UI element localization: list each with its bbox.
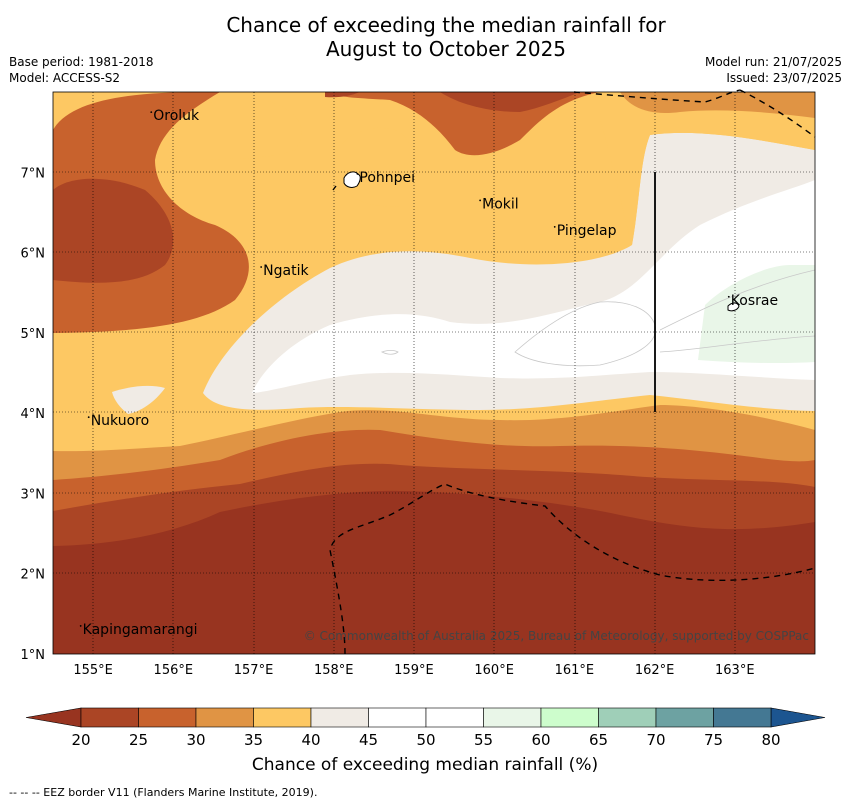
- colorbar-segment: [368, 707, 427, 728]
- pohnpei-island: [343, 171, 361, 188]
- colorbar-label: Chance of exceeding median rainfall (%): [251, 755, 599, 775]
- lat-tick-label: 7°N: [21, 166, 46, 181]
- lat-tick-label: 1°N: [21, 648, 46, 663]
- colorbar-segment: [540, 707, 599, 728]
- meta-right: Model run: 21/07/2025 Issued: 23/07/2025: [705, 54, 842, 86]
- lon-tick-label: 161°E: [555, 663, 595, 678]
- colorbar-tick-label: 20: [71, 731, 90, 749]
- place-label: Oroluk: [153, 108, 200, 124]
- colorbar-tick-label: 35: [244, 731, 263, 749]
- colorbar-segment: [195, 707, 254, 728]
- place-marker: [553, 226, 556, 228]
- colorbar-segment: [80, 707, 139, 728]
- issued-date: Issued: 23/07/2025: [726, 71, 842, 85]
- base-period: Base period: 1981-2018: [9, 55, 154, 69]
- colorbar-tick-label: 30: [186, 731, 205, 749]
- title-line-2: August to October 2025: [325, 37, 567, 61]
- lon-tick-label: 163°E: [715, 663, 755, 678]
- contour-fill: [53, 92, 815, 654]
- chart-title: Chance of exceeding the median rainfall …: [0, 13, 850, 61]
- model-name: Model: ACCESS-S2: [9, 71, 121, 85]
- colorbar: 20 25 30 35 40 45 50 55 60 65 70 75 80: [25, 707, 826, 749]
- place-label: Ngatik: [263, 263, 309, 279]
- colorbar-segment: [655, 707, 714, 728]
- colorbar-segment: [253, 707, 312, 728]
- lon-tick-label: 160°E: [474, 663, 514, 678]
- kosrae-island: [727, 302, 740, 312]
- colorbar-segment: [483, 707, 542, 728]
- lon-tick-label: 162°E: [635, 663, 675, 678]
- title-line-1: Chance of exceeding the median rainfall …: [226, 13, 666, 37]
- colorbar-segment: [310, 707, 369, 728]
- colorbar-tick-label: 50: [416, 731, 435, 749]
- lon-tick-label: 155°E: [73, 663, 113, 678]
- colorbar-segment: [713, 707, 772, 728]
- place-label: Pohnpei: [359, 170, 415, 186]
- colorbar-tick-label: 80: [761, 731, 780, 749]
- place-label: Nukuoro: [91, 413, 149, 429]
- lon-tick-label: 156°E: [154, 663, 194, 678]
- colorbar-tick-label: 40: [301, 731, 320, 749]
- model-run: Model run: 21/07/2025: [704, 55, 842, 69]
- map-grid: [53, 92, 815, 654]
- place-marker: [260, 266, 263, 268]
- meta-left: Base period: 1981-2018 Model: ACCESS-S2: [9, 54, 154, 86]
- eez-border: [329, 89, 816, 655]
- place-label: Kapingamarangi: [83, 622, 198, 638]
- eez-note: -- -- -- EEZ border V11 (Flanders Marine…: [9, 786, 318, 799]
- lat-tick-label: 3°N: [21, 487, 46, 502]
- copyright-text: © Commonwealth of Australia 2025, Bureau…: [304, 629, 809, 643]
- colorbar-tick-label: 25: [129, 731, 148, 749]
- map-frame: [52, 91, 816, 655]
- longitude-labels: 155°E 156°E 157°E 158°E 159°E 160°E 161°E 162°E…: [73, 663, 754, 678]
- colorbar-segment: [598, 707, 657, 728]
- lon-tick-label: 157°E: [234, 663, 274, 678]
- place-label: Kosrae: [731, 293, 778, 309]
- lat-tick-label: 2°N: [21, 568, 46, 583]
- place-label: Mokil: [482, 196, 519, 212]
- lon-tick-label: 158°E: [314, 663, 354, 678]
- place-label: Pingelap: [557, 223, 617, 239]
- colorbar-tick-label: 55: [474, 731, 493, 749]
- colorbar-tick-label: 70: [646, 731, 665, 749]
- colorbar-tick-label: 65: [589, 731, 608, 749]
- colorbar-segment: [425, 707, 484, 728]
- colorbar-tick-label: 60: [531, 731, 550, 749]
- colorbar-under-arrow: [25, 707, 82, 728]
- place-marker: [356, 173, 359, 175]
- place-marker: [79, 625, 82, 627]
- colorbar-segment: [138, 707, 197, 728]
- place-marker: [479, 199, 482, 202]
- place-marker: [87, 416, 90, 419]
- colorbar-tick-label: 75: [704, 731, 723, 749]
- place-marker: [150, 111, 153, 113]
- lat-tick-label: 4°N: [21, 407, 46, 422]
- place-marker: [727, 295, 730, 298]
- lon-tick-label: 159°E: [394, 663, 434, 678]
- latitude-labels: 1°N 2°N 3°N 4°N 5°N 6°N 7°N: [21, 166, 46, 663]
- place-labels: Oroluk Pohnpei Mokil Pingelap Ngatik Kosrae Nu…: [79, 108, 778, 638]
- lat-tick-label: 5°N: [21, 327, 46, 342]
- colorbar-tick-label: 45: [359, 731, 378, 749]
- colorbar-over-arrow: [770, 707, 826, 728]
- lat-tick-label: 6°N: [21, 247, 46, 262]
